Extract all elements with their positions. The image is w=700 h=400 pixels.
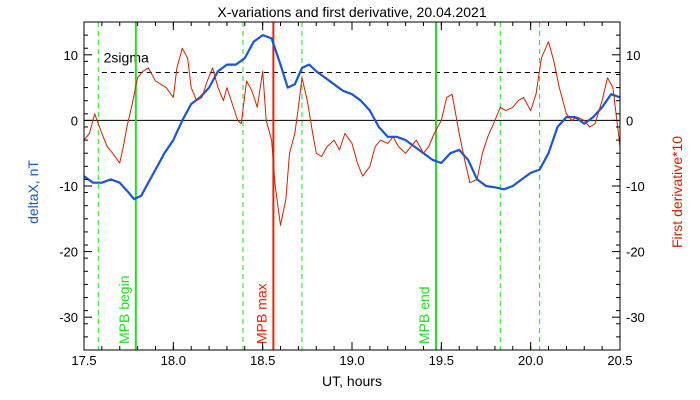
y-axis-label-left: deltaX, nT <box>25 160 41 224</box>
x-tick-label: 18.5 <box>250 353 275 368</box>
x-tick-label: 20.0 <box>518 353 543 368</box>
series-line-deltaX <box>83 33 621 201</box>
x-tick-label: 18.0 <box>161 353 186 368</box>
x-axis-label: UT, hours <box>322 373 382 389</box>
y-tick-label-right: -10 <box>626 179 645 194</box>
y-tick-label-right: 0 <box>626 113 633 128</box>
y-tick-label-right: -30 <box>626 310 645 325</box>
y-tick-label-left: -30 <box>59 310 78 325</box>
marker-label-3: MPB max <box>253 283 269 344</box>
y-tick-label-right: 10 <box>626 48 640 63</box>
chart-title: X-variations and first derivative, 20.04… <box>217 4 486 20</box>
x-tick-label: 19.0 <box>339 353 364 368</box>
marker-label-1: MPB begin <box>116 276 132 344</box>
y-tick-label-left: 0 <box>71 113 78 128</box>
y-tick-label-right: -20 <box>626 245 645 260</box>
y-tick-label-left: 10 <box>64 48 78 63</box>
y-axis-label-right: First derivative*10 <box>669 136 685 248</box>
x-tick-label: 19.5 <box>429 353 454 368</box>
series-line-derivative <box>83 41 621 226</box>
plot-area: 2sigma MPB begin MPB max MPB end 17.5 18.0 18.… <box>59 21 645 368</box>
y-tick-label-left: -10 <box>59 179 78 194</box>
y-tick-label-left: -20 <box>59 245 78 260</box>
threshold-label: 2sigma <box>104 50 149 66</box>
marker-label-5: MPB end <box>416 286 432 344</box>
x-tick-label: 17.5 <box>71 353 96 368</box>
x-tick-label: 20.5 <box>607 353 632 368</box>
